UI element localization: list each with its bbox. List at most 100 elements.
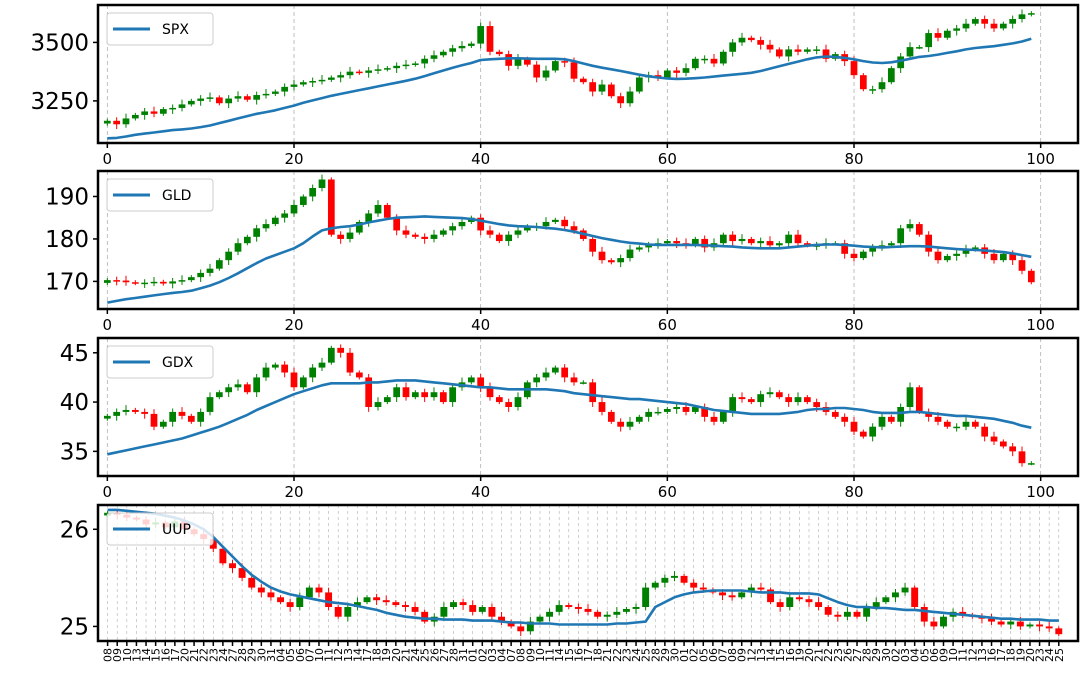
candle-body: [206, 397, 214, 412]
x-tick-label: 12: [745, 648, 758, 662]
candle-body: [365, 377, 373, 407]
candle-body: [234, 96, 242, 99]
candle-body: [719, 51, 727, 64]
candle-body: [934, 416, 942, 422]
x-tick-label: 100: [1026, 483, 1055, 501]
x-tick-label: 04: [275, 648, 288, 662]
x-tick-label: 27: [227, 648, 240, 662]
x-tick-label: 10: [947, 648, 960, 662]
candle-body: [598, 251, 606, 261]
candle-body: [309, 81, 317, 83]
candle-body: [253, 228, 261, 237]
x-tick-label: 19: [1014, 648, 1027, 662]
candle-body: [906, 387, 914, 407]
x-tick-label: 09: [937, 648, 950, 662]
candle-body: [632, 607, 640, 609]
x-tick-label: 09: [524, 648, 537, 662]
candle-body: [701, 238, 709, 248]
x-tick-label: 21: [188, 648, 201, 662]
moving-average-line: [107, 37, 1032, 140]
legend: UUP: [106, 512, 214, 546]
candle-body: [603, 614, 611, 617]
candle-body: [197, 411, 205, 422]
x-tick-label: 24: [630, 648, 643, 662]
candle-body: [561, 61, 569, 63]
x-tick-label: 16: [572, 648, 585, 662]
candle-body: [187, 415, 195, 422]
candle-body: [507, 621, 515, 627]
candle-body: [607, 84, 615, 97]
candle-body: [337, 347, 345, 353]
candle-body: [334, 607, 342, 617]
x-tick-label: 0: [103, 150, 113, 168]
x-tick-label: 18: [592, 648, 605, 662]
candle-body: [469, 605, 477, 612]
candle-body: [542, 70, 550, 78]
candle-body: [776, 602, 784, 607]
candle-body: [943, 421, 951, 427]
candle-body: [794, 234, 802, 244]
x-tick-label: 05: [697, 648, 710, 662]
x-tick-label: 04: [909, 648, 922, 662]
candle-body: [990, 253, 998, 261]
x-tick-label: 22: [822, 648, 835, 662]
x-tick-label: 21: [399, 648, 412, 662]
candle-body: [607, 411, 615, 422]
candle-body: [243, 236, 251, 244]
candle-body: [869, 89, 877, 91]
candle-body: [738, 238, 746, 242]
x-tick-label: 24: [409, 648, 422, 662]
candle-body: [738, 592, 746, 598]
candle-body: [589, 82, 597, 92]
candle-body: [785, 49, 793, 57]
legend-label: GLD: [162, 188, 191, 204]
candle-body: [934, 251, 942, 261]
candle-body: [271, 364, 279, 368]
x-tick-label: 30: [668, 648, 681, 662]
candle-body: [383, 204, 391, 218]
candle-body: [906, 224, 914, 229]
candle-body: [271, 91, 279, 94]
y-tick-label: 3250: [30, 89, 89, 115]
candle-body: [962, 421, 970, 427]
axes-frame: [96, 3, 1080, 145]
x-tick-label: 08: [102, 648, 115, 662]
candle-body: [344, 607, 352, 617]
candle-body: [691, 58, 699, 69]
candle-body: [766, 44, 774, 50]
panel-gdx: 0 20 40 60 80 100 35 40 45 GDX: [60, 336, 1080, 501]
x-tick-label: 18: [371, 648, 384, 662]
candle-body: [495, 51, 503, 55]
candle-body: [699, 587, 707, 590]
candle-body: [887, 68, 895, 83]
candle-body: [327, 77, 335, 80]
candle-body: [159, 109, 167, 114]
candle-body: [710, 416, 718, 422]
candle-body: [757, 40, 765, 45]
legend: GDX: [106, 345, 214, 379]
x-tick-label: 23: [832, 648, 845, 662]
candle-body: [943, 255, 951, 261]
x-tick-label: 30: [880, 648, 893, 662]
candle-body: [271, 217, 279, 225]
candle-body: [225, 387, 233, 393]
x-tick-label: 04: [496, 648, 509, 662]
candle-body: [141, 282, 149, 285]
x-tick-label: 11: [957, 648, 970, 662]
x-tick-label: 23: [620, 648, 633, 662]
panel-spx: 0 20 40 60 80 100 3250 3500 SPX: [30, 3, 1080, 168]
candle-body: [374, 402, 382, 407]
candle-body: [959, 611, 967, 615]
candle-body: [747, 37, 755, 41]
candle-body: [635, 77, 643, 92]
moving-average-line: [107, 379, 1032, 456]
candle-body: [374, 204, 382, 214]
x-tick-label: 0: [103, 316, 113, 334]
candle-body: [318, 179, 326, 188]
candle-body: [248, 577, 256, 588]
candle-body: [661, 577, 669, 583]
candle-body: [402, 230, 410, 235]
x-tick-label: 28: [649, 648, 662, 662]
candle-body: [701, 407, 709, 417]
candle-body: [103, 280, 111, 283]
